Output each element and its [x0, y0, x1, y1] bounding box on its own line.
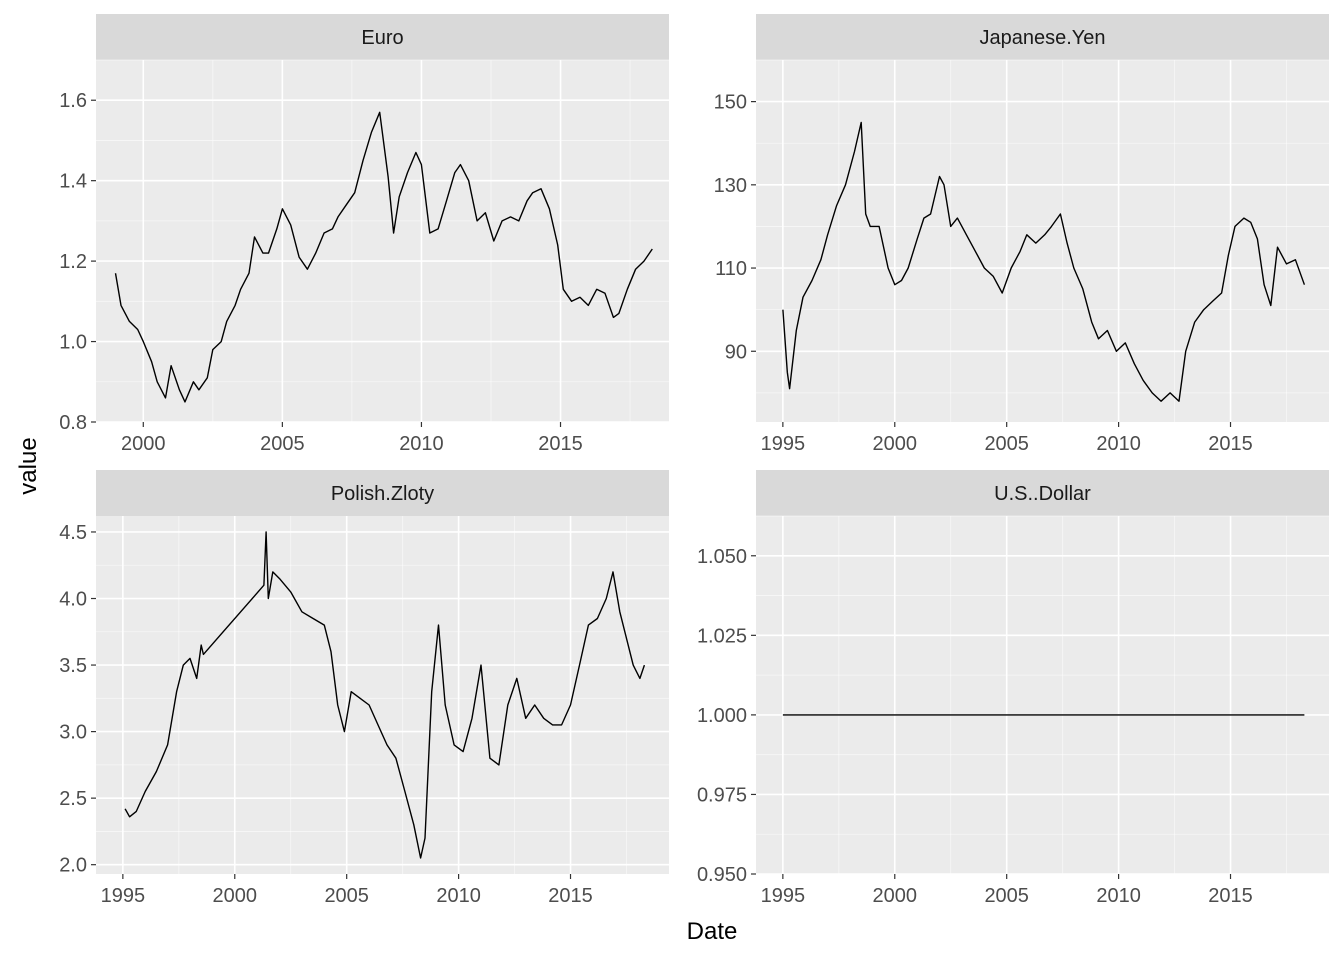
x-tick-label: 2000 — [213, 885, 258, 907]
y-tick-label: 2.0 — [59, 855, 87, 877]
x-tick-label: 2010 — [1096, 433, 1141, 455]
y-tick-label: 150 — [714, 92, 747, 114]
facet-strip-label-polish-zloty: Polish.Zloty — [331, 483, 434, 505]
panel-background-us-dollar — [756, 516, 1329, 874]
series-line-polish-zloty — [124, 531, 646, 859]
x-tick-label: 2005 — [260, 433, 305, 455]
y-tick-label: 1.025 — [697, 625, 747, 647]
x-tick-label: 2000 — [121, 433, 166, 455]
y-tick-label: 2.5 — [59, 788, 87, 810]
x-tick-label: 2005 — [984, 433, 1029, 455]
x-tick-label: 2000 — [873, 885, 918, 907]
x-tick-label: 2005 — [324, 885, 369, 907]
y-tick-label: 4.0 — [59, 589, 87, 611]
x-tick-label: 2010 — [436, 885, 481, 907]
panel-background-japanese-yen — [756, 60, 1329, 422]
x-tick-label: 2010 — [399, 433, 444, 455]
x-tick-label: 2015 — [548, 885, 593, 907]
facet-japanese-yen: Japanese.Yen 1995 2000 2005 2010 2015 90 110 130… — [714, 14, 1329, 455]
facet-strip-polish-zloty — [96, 470, 669, 516]
series-line-japanese-yen — [782, 121, 1306, 402]
y-tick-label: 0.975 — [697, 784, 747, 806]
facet-strip-us-dollar — [756, 470, 1329, 516]
y-tick-label: 3.0 — [59, 722, 87, 744]
facet-strip-label-japanese-yen: Japanese.Yen — [979, 27, 1105, 49]
facet-strip-euro — [96, 14, 669, 60]
series-line-euro — [114, 111, 653, 403]
y-axis-title: value — [15, 437, 42, 494]
y-tick-label: 110 — [715, 258, 747, 280]
y-tick-label: 1.4 — [59, 171, 87, 193]
y-tick-label: 1.050 — [697, 546, 747, 568]
facet-strip-japanese-yen — [756, 14, 1329, 60]
x-tick-label: 2000 — [873, 433, 918, 455]
y-tick-label: 0.8 — [59, 412, 87, 434]
facet-panels: Euro 2000 2005 2010 2015 0.8 1.0 1.2 1.4 1.6 Japan… — [59, 14, 1329, 907]
facet-us-dollar: U.S..Dollar 1995 2000 2005 2010 2015 0.950 0.97… — [697, 470, 1329, 907]
panel-background-euro — [96, 60, 669, 422]
y-tick-label: 130 — [714, 175, 747, 197]
facet-strip-label-euro: Euro — [361, 27, 403, 49]
y-tick-label: 1.6 — [59, 90, 87, 112]
facet-euro: Euro 2000 2005 2010 2015 0.8 1.0 1.2 1.4 1.6 — [59, 14, 669, 455]
x-tick-label: 2005 — [984, 885, 1029, 907]
x-tick-label: 2015 — [1208, 885, 1253, 907]
y-tick-label: 3.5 — [59, 655, 87, 677]
y-tick-label: 1.0 — [59, 332, 87, 354]
y-tick-label: 90 — [725, 341, 747, 363]
x-tick-label: 2010 — [1096, 885, 1141, 907]
x-tick-label: 1995 — [761, 885, 806, 907]
x-tick-label: 2015 — [1208, 433, 1253, 455]
x-tick-label: 2015 — [538, 433, 583, 455]
x-tick-label: 1995 — [101, 885, 146, 907]
facet-strip-label-us-dollar: U.S..Dollar — [994, 483, 1091, 505]
y-tick-label: 4.5 — [59, 522, 87, 544]
y-tick-label: 1.2 — [59, 251, 87, 273]
x-tick-label: 1995 — [761, 433, 806, 455]
y-tick-label: 0.950 — [697, 864, 747, 886]
x-axis-title: Date — [687, 918, 738, 945]
panel-background-polish-zloty — [96, 516, 669, 874]
y-tick-label: 1.000 — [697, 705, 747, 727]
facet-polish-zloty: Polish.Zloty 1995 2000 2005 2010 2015 2.0 2.5 3.… — [59, 470, 669, 907]
